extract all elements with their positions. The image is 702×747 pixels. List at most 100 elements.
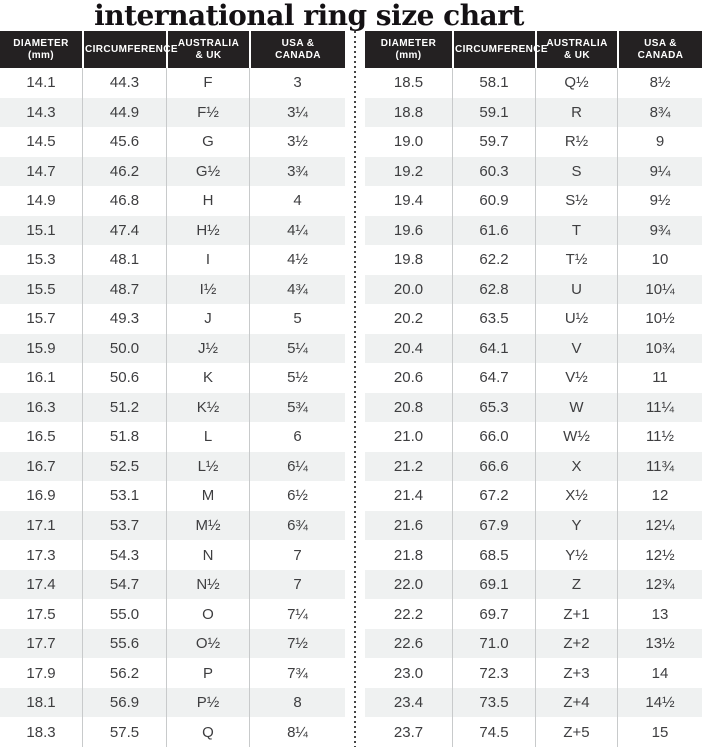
table-cell: 6¾ (249, 510, 345, 541)
table-row: 16.1 50.6 K 5½ (0, 363, 345, 393)
table-cell: 19.6 (393, 221, 424, 239)
table-cell: 44.9 (82, 97, 166, 128)
table-body-left: 14.1 44.3 F 3 14.3 44.9 F½ 3¼ 14.5 45.6 G 3½ 14.7 46.… (0, 68, 345, 747)
table-cell: 15.3 (26, 251, 56, 269)
table-cell: 6 (249, 422, 345, 452)
table-cell: 15.5 (26, 280, 56, 298)
table-cell: 9½ (617, 186, 702, 216)
table-cell: 21.8 (393, 546, 424, 564)
table-cell: 55.6 (82, 628, 166, 659)
table-cell: 21.0 (393, 428, 424, 446)
page-title: international ring size chart (94, 0, 524, 32)
table-cell: 18.3 (26, 723, 56, 741)
table-cell: 21.2 (393, 457, 424, 475)
table-cell: 7¼ (249, 599, 345, 629)
table-row: 15.9 50.0 J½ 5¼ (0, 333, 345, 364)
table-cell: 46.8 (82, 186, 166, 216)
table-cell: Z+5 (535, 717, 617, 747)
table-cell: Q½ (535, 68, 617, 98)
table-cell: 19.4 (393, 192, 424, 210)
header-row: DIAMETER (mm) CIRCUMFERENCE AUSTRALIA & … (0, 31, 345, 68)
table-cell: 7 (249, 569, 345, 600)
table-cell: 64.1 (452, 333, 535, 364)
table-cell: 59.7 (452, 127, 535, 157)
table-cell: 55.0 (82, 599, 166, 629)
table-cell: 15.7 (26, 310, 56, 328)
table-cell: 11½ (617, 422, 702, 452)
table-row: 23.0 72.3 Z+3 14 (365, 658, 702, 688)
table-cell: 23.4 (393, 694, 424, 712)
table-cell: 18.8 (393, 103, 424, 121)
table-cell: 60.9 (452, 186, 535, 216)
table-cell: 12¼ (617, 510, 702, 541)
table-row: 15.1 47.4 H½ 4¼ (0, 215, 345, 246)
table-cell: N (166, 540, 249, 570)
table-row: 20.2 63.5 U½ 10½ (365, 304, 702, 334)
table-cell: S (535, 156, 617, 187)
table-cell: 62.8 (452, 274, 535, 305)
table-cell: 17.4 (26, 576, 56, 594)
table-cell: 65.3 (452, 392, 535, 423)
table-cell: 22.2 (393, 605, 424, 623)
table-row: 15.3 48.1 I 4½ (0, 245, 345, 275)
table-cell: 48.1 (82, 245, 166, 275)
column-header-usa-canada: USA & CANADA (249, 31, 345, 68)
table-cell: K (166, 363, 249, 393)
table-cell: 6½ (249, 481, 345, 511)
column-header-usa-canada: USA & CANADA (617, 31, 702, 68)
table-cell: 21.6 (393, 516, 424, 534)
dotted-divider (354, 31, 356, 747)
table-cell: 6¼ (249, 451, 345, 482)
table-cell: 16.7 (26, 457, 56, 475)
table-cell: 12½ (617, 540, 702, 570)
table-cell: 11¾ (617, 451, 702, 482)
column-header-circumference: CIRCUMFERENCE (452, 31, 548, 68)
table-cell: 5¼ (249, 333, 345, 364)
table-row: 15.7 49.3 J 5 (0, 304, 345, 334)
table-cell: 74.5 (452, 717, 535, 747)
table-cell: S½ (535, 186, 617, 216)
table-cell: 5 (249, 304, 345, 334)
column-header-diameter: DIAMETER (mm) (365, 31, 452, 68)
table-row: 23.4 73.5 Z+4 14½ (365, 687, 702, 718)
table-cell: 20.0 (393, 280, 424, 298)
table-cell: 49.3 (82, 304, 166, 334)
table-cell: 14.5 (26, 133, 56, 151)
table-cell: W½ (535, 422, 617, 452)
table-cell: N½ (166, 569, 249, 600)
ring-size-table-right: DIAMETER (mm) CIRCUMFERENCE AUSTRALIA & … (365, 31, 702, 747)
table-cell: 13½ (617, 628, 702, 659)
table-row: 21.4 67.2 X½ 12 (365, 481, 702, 511)
table-cell: 15.1 (26, 221, 56, 239)
table-cell: G (166, 127, 249, 157)
table-cell: 16.5 (26, 428, 56, 446)
table-cell: 22.0 (393, 576, 424, 594)
table-cell: V½ (535, 363, 617, 393)
column-header-diameter: DIAMETER (mm) (0, 31, 82, 68)
table-row: 17.9 56.2 P 7¾ (0, 658, 345, 688)
table-cell: 12¾ (617, 569, 702, 600)
table-row: 21.2 66.6 X 11¾ (365, 451, 702, 482)
table-cell: 22.6 (393, 635, 424, 653)
table-cell: 54.7 (82, 569, 166, 600)
table-cell: J (166, 304, 249, 334)
table-cell: 23.7 (393, 723, 424, 741)
table-cell: 19.8 (393, 251, 424, 269)
table-body-right: 18.5 58.1 Q½ 8½ 18.8 59.1 R 8¾ 19.0 59.7 R½ 9 19.2 60… (365, 68, 702, 747)
table-cell: 45.6 (82, 127, 166, 157)
table-cell: K½ (166, 392, 249, 423)
table-cell: 5½ (249, 363, 345, 393)
table-cell: 17.7 (26, 635, 56, 653)
table-cell: 62.2 (452, 245, 535, 275)
table-cell: 66.0 (452, 422, 535, 452)
table-cell: Z+2 (535, 628, 617, 659)
table-cell: M½ (166, 510, 249, 541)
table-cell: 69.7 (452, 599, 535, 629)
table-cell: Y (535, 510, 617, 541)
table-cell: 8¾ (617, 97, 702, 128)
table-cell: 4¾ (249, 274, 345, 305)
table-row: 17.4 54.7 N½ 7 (0, 569, 345, 600)
table-cell: 7 (249, 540, 345, 570)
table-row: 17.3 54.3 N 7 (0, 540, 345, 570)
